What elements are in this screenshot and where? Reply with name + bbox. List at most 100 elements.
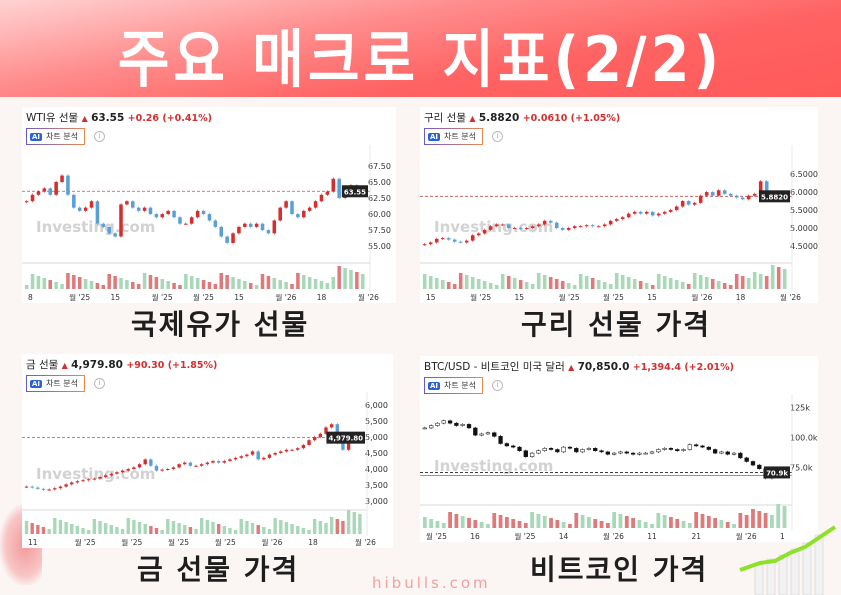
volume-bar xyxy=(243,281,247,289)
volume-bar xyxy=(512,278,517,289)
x-tick-label: 21 xyxy=(692,532,702,541)
y-tick-label: 5,000 xyxy=(365,433,388,442)
volume-bar xyxy=(593,519,598,528)
candle xyxy=(590,225,595,227)
volume-bar xyxy=(319,281,324,289)
volume-bar xyxy=(245,521,249,534)
candle xyxy=(504,443,510,447)
candle xyxy=(172,210,176,218)
candle xyxy=(48,188,53,195)
candle xyxy=(318,433,323,438)
candle xyxy=(279,451,283,454)
info-icon[interactable]: i xyxy=(492,131,503,142)
x-tick-label: 15 xyxy=(647,293,657,302)
info-icon[interactable]: i xyxy=(492,380,503,391)
ai-icon: AI xyxy=(428,132,441,141)
instrument-price: 70,850.0 xyxy=(577,361,630,373)
candle xyxy=(115,472,119,474)
ai-icon: AI xyxy=(428,381,441,390)
volume-bar xyxy=(584,276,589,289)
volume-bar xyxy=(643,522,648,528)
volume-bar xyxy=(549,518,553,528)
info-icon[interactable]: i xyxy=(94,131,105,142)
volume-bar xyxy=(744,515,749,528)
wti-chart-panel: WTI유 선물 ▲ 63.55 +0.26 (+0.41%) AI 차트 분석 … xyxy=(22,107,396,303)
x-tick-label: 월 '25 xyxy=(152,292,173,302)
candle xyxy=(325,191,330,195)
y-tick-label: 4.5000 xyxy=(790,242,818,251)
candle xyxy=(686,201,691,205)
volume-bar xyxy=(694,512,699,528)
y-tick-label: 3,000 xyxy=(365,497,388,506)
candle xyxy=(446,238,451,240)
current-price-label: 4,979.80 xyxy=(328,435,363,443)
ai-chart-analysis-button[interactable]: AI 차트 분석 xyxy=(26,128,86,145)
caption-gold: 금 선물 가격 xyxy=(137,553,300,586)
volume-bar xyxy=(237,279,241,289)
volume-bar xyxy=(599,521,604,528)
candle xyxy=(524,228,529,230)
volume-bar xyxy=(228,528,232,534)
volume-bar xyxy=(650,285,655,289)
ai-chart-analysis-button[interactable]: AI 차트 분석 xyxy=(424,377,484,394)
candle xyxy=(148,207,153,215)
volume-bar xyxy=(109,525,113,534)
volume-bar xyxy=(725,522,730,528)
x-tick-label: 월 '25 xyxy=(168,537,189,547)
candle xyxy=(567,446,573,449)
ai-icon: AI xyxy=(30,379,43,388)
candle xyxy=(614,219,619,221)
candle xyxy=(337,178,341,199)
candle xyxy=(580,449,585,453)
volume-bar xyxy=(42,278,47,289)
x-tick-label: 18 xyxy=(317,293,327,302)
candle xyxy=(612,452,617,455)
y-tick-label: 100.0k xyxy=(790,434,818,443)
candle xyxy=(488,226,493,230)
y-tick-label: 3,500 xyxy=(365,481,388,490)
volume-bar xyxy=(650,524,654,528)
volume-bar xyxy=(233,530,238,534)
ai-chart-analysis-button[interactable]: AI 차트 분석 xyxy=(26,375,86,392)
candle xyxy=(177,464,181,468)
candle xyxy=(757,464,762,469)
candle xyxy=(596,226,601,228)
candle xyxy=(239,456,243,458)
x-tick-label: 월 '26 xyxy=(692,292,713,302)
ai-chart-analysis-button[interactable]: AI 차트 분석 xyxy=(424,128,484,145)
candle xyxy=(593,448,598,451)
candle xyxy=(435,422,440,426)
candle xyxy=(734,195,739,198)
candle xyxy=(599,450,604,453)
volume-bar xyxy=(763,513,768,528)
candle xyxy=(523,450,528,457)
candle xyxy=(36,191,41,195)
volume-bar xyxy=(548,277,553,289)
volume-bar xyxy=(716,281,721,289)
volume-bar xyxy=(698,275,703,289)
volume-bar xyxy=(216,524,221,534)
candle xyxy=(441,420,446,424)
volume-bar xyxy=(331,277,336,289)
candle xyxy=(142,207,147,211)
volume-bar xyxy=(160,279,165,289)
candle xyxy=(329,424,334,428)
y-tick-label: 65.00 xyxy=(368,178,391,187)
candle xyxy=(54,181,58,195)
candle xyxy=(668,210,673,212)
candle xyxy=(440,238,445,240)
candle xyxy=(307,440,311,446)
candle xyxy=(566,228,571,230)
volume-bar xyxy=(107,274,111,289)
candle xyxy=(103,475,108,478)
instrument-price: 5.8820 xyxy=(478,112,520,124)
volume-bar xyxy=(440,280,445,289)
volume-bar xyxy=(746,278,751,289)
info-icon[interactable]: i xyxy=(94,378,105,389)
volume-bar xyxy=(272,278,277,289)
candle xyxy=(302,210,306,218)
volume-bar xyxy=(560,281,565,289)
volume-bar xyxy=(473,520,478,528)
watermark: Investing.com xyxy=(36,465,155,483)
candle xyxy=(188,462,193,466)
